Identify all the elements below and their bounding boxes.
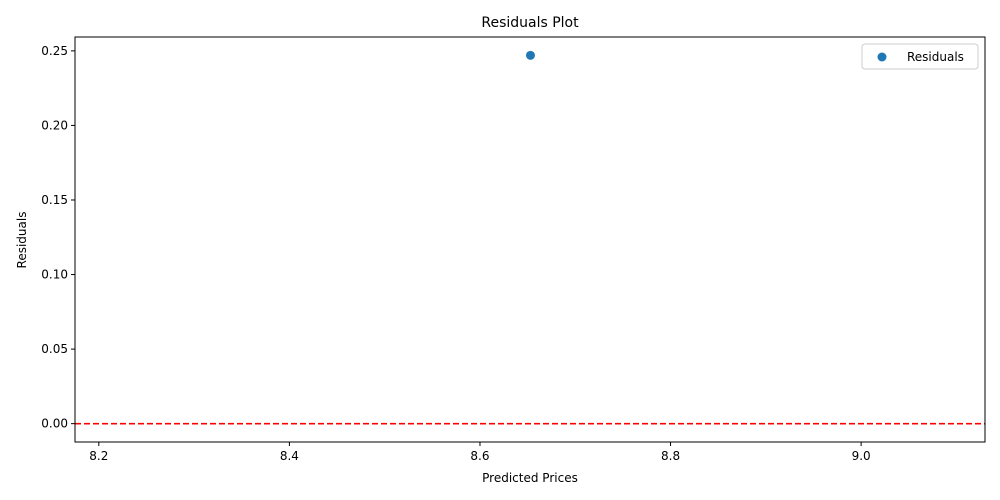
legend: Residuals xyxy=(861,43,979,70)
y-tick-label: 0.10 xyxy=(41,268,68,282)
x-tick-label: 8.2 xyxy=(89,449,108,463)
y-tick-label: 0.25 xyxy=(41,44,68,58)
plot-frame xyxy=(74,36,986,443)
y-tick-label: 0.20 xyxy=(41,118,68,132)
y-tick-label: 0.15 xyxy=(41,193,68,207)
y-axis-ticks: 0.00 0.05 0.10 0.15 0.20 0.25 xyxy=(41,44,75,431)
y-axis-label: Residuals xyxy=(15,212,29,269)
y-tick-label: 0.00 xyxy=(41,417,68,431)
x-tick-label: 9.0 xyxy=(852,449,871,463)
legend-label-residuals: Residuals xyxy=(907,50,964,64)
plot-area xyxy=(75,50,985,425)
legend-marker-residuals xyxy=(877,52,887,62)
y-tick-label: 0.05 xyxy=(41,342,68,356)
x-axis-ticks: 8.2 8.4 8.6 8.8 9.0 xyxy=(89,442,871,463)
x-tick-label: 8.4 xyxy=(280,449,299,463)
x-axis-label: Predicted Prices xyxy=(482,471,578,485)
x-tick-label: 8.8 xyxy=(661,449,680,463)
legend-box xyxy=(861,43,979,70)
x-tick-label: 8.6 xyxy=(470,449,489,463)
chart-title: Residuals Plot xyxy=(481,15,579,31)
data-point xyxy=(525,50,535,60)
